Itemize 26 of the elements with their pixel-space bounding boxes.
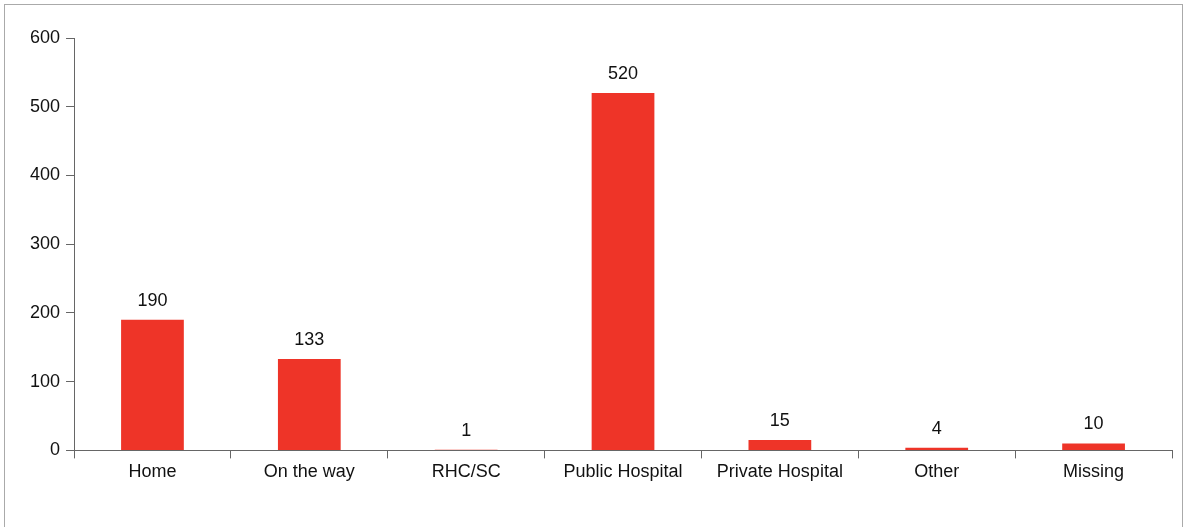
bar	[277, 358, 341, 450]
data-label: 133	[294, 328, 325, 349]
x-tick-label: Missing	[1063, 461, 1125, 482]
x-tick-label: Private Hospital	[716, 461, 843, 482]
x-tick-label: RHC/SC	[431, 461, 501, 482]
bar	[1062, 443, 1125, 450]
y-tick-label: 200	[29, 301, 61, 322]
y-tick-label: 300	[29, 233, 61, 254]
y-tick-label: 500	[29, 95, 61, 116]
bar	[121, 319, 184, 450]
data-label: 520	[607, 62, 639, 83]
data-label: 1	[461, 419, 472, 440]
data-label: 15	[769, 410, 790, 431]
x-tick-label: Home	[128, 461, 177, 482]
data-label: 4	[931, 417, 942, 438]
x-tick-label: Other	[914, 461, 960, 482]
y-tick-label: 100	[29, 370, 61, 391]
x-tick-label: On the way	[263, 461, 355, 482]
y-tick-label: 400	[29, 164, 61, 185]
y-tick-label: 0	[50, 439, 61, 460]
bar	[748, 440, 812, 450]
bar	[591, 92, 655, 450]
data-label: 190	[137, 289, 168, 310]
data-label: 10	[1083, 413, 1104, 434]
x-tick-label: Public Hospital	[563, 461, 683, 482]
y-tick-label: 600	[29, 26, 61, 47]
